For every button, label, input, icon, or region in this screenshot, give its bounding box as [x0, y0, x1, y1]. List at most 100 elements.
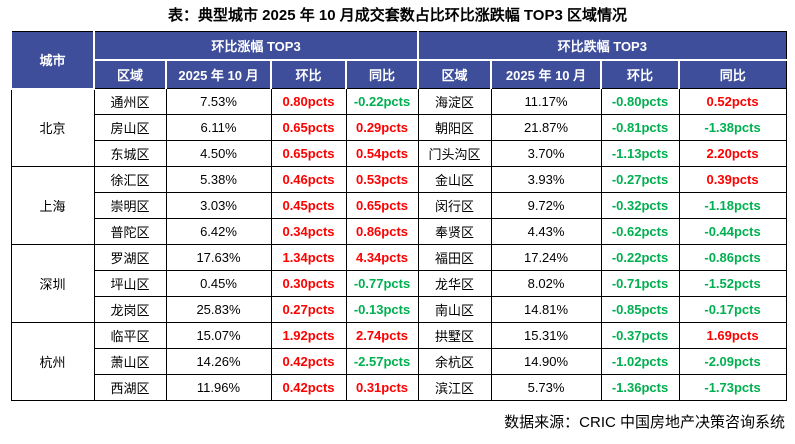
table-row: 西湖区 11.96% 0.42pcts 0.31pcts 滨江区 5.73% -… [11, 374, 787, 401]
header-gain-region: 区域 [93, 58, 167, 89]
gain-region-cell: 东城区 [93, 140, 167, 167]
gain-mom-cell: 0.46pcts [270, 166, 347, 193]
gain-mom-cell: 0.42pcts [270, 348, 347, 375]
header-city: 城市 [10, 31, 95, 90]
drop-share-cell: 5.73% [490, 374, 602, 401]
header-gain-yoy: 同比 [344, 58, 420, 89]
gain-share-cell: 17.63% [165, 244, 272, 271]
drop-region-cell: 福田区 [417, 244, 492, 271]
drop-share-cell: 21.87% [490, 114, 602, 141]
gain-yoy-cell: 0.31pcts [345, 374, 419, 401]
gain-share-cell: 15.07% [165, 322, 272, 349]
drop-mom-cell: -0.71pcts [600, 270, 680, 297]
drop-mom-cell: -0.32pcts [600, 192, 680, 219]
gain-mom-cell: 1.34pcts [270, 244, 347, 271]
gain-yoy-cell: 0.86pcts [345, 218, 419, 245]
city-cell: 深圳 [10, 244, 95, 323]
header-gain-month: 2025 年 10 月 [165, 58, 272, 89]
gain-mom-cell: 0.42pcts [270, 374, 347, 401]
table-row: 深圳 罗湖区 17.63% 1.34pcts 4.34pcts 福田区 17.2… [10, 244, 787, 323]
gain-yoy-cell: 4.34pcts [345, 244, 419, 271]
gain-region-cell: 西湖区 [93, 374, 167, 401]
gain-region-cell: 罗湖区 [93, 244, 167, 271]
drop-region-cell: 闵行区 [417, 192, 492, 219]
drop-share-cell: 3.93% [490, 166, 602, 193]
header-drop-yoy: 同比 [678, 58, 787, 89]
drop-yoy-cell: -0.17pcts [678, 296, 787, 323]
drop-mom-cell: -0.37pcts [600, 322, 680, 349]
drop-share-cell: 9.72% [490, 192, 602, 219]
drop-share-cell: 14.90% [490, 348, 602, 375]
header-drop-group: 环比跌幅 TOP3 [417, 31, 787, 61]
gain-yoy-cell: 2.74pcts [345, 322, 419, 349]
gain-mom-cell: 1.92pcts [270, 322, 347, 349]
top3-regions-table: 城市 环比涨幅 TOP3 环比跌幅 TOP3 区域 2025 年 10 月 环比… [10, 31, 787, 401]
gain-region-cell: 龙岗区 [93, 296, 167, 323]
drop-share-cell: 8.02% [490, 270, 602, 297]
drop-share-cell: 3.70% [490, 140, 602, 167]
drop-mom-cell: -1.02pcts [600, 348, 680, 375]
table-row: 北京 通州区 7.53% 0.80pcts -0.22pcts 海淀区 11.1… [10, 88, 787, 167]
gain-mom-cell: 0.80pcts [270, 88, 347, 115]
table-sub-header-row: 区域 2025 年 10 月 环比 同比 区域 2025 年 10 月 环比 同… [11, 58, 787, 89]
gain-share-cell: 6.42% [165, 218, 272, 245]
table-row: 杭州 临平区 15.07% 1.92pcts 2.74pcts 拱墅区 15.3… [10, 322, 787, 401]
drop-region-cell: 滨江区 [417, 374, 492, 401]
city-cell: 上海 [10, 166, 95, 245]
drop-yoy-cell: -2.09pcts [678, 348, 787, 375]
drop-share-cell: 15.31% [490, 322, 602, 349]
table-row: 房山区 6.11% 0.65pcts 0.29pcts 朝阳区 21.87% -… [11, 114, 787, 141]
gain-share-cell: 3.03% [165, 192, 272, 219]
drop-region-cell: 金山区 [417, 166, 492, 193]
drop-region-cell: 奉贤区 [417, 218, 492, 245]
table-group-header-row: 城市 环比涨幅 TOP3 环比跌幅 TOP3 [10, 31, 787, 90]
drop-region-cell: 门头沟区 [417, 140, 492, 167]
drop-share-cell: 17.24% [490, 244, 602, 271]
gain-region-cell: 通州区 [93, 88, 167, 115]
gain-region-cell: 徐汇区 [93, 166, 167, 193]
drop-mom-cell: -0.27pcts [600, 166, 680, 193]
drop-region-cell: 拱墅区 [417, 322, 492, 349]
gain-share-cell: 11.96% [165, 374, 272, 401]
gain-mom-cell: 0.65pcts [270, 114, 347, 141]
drop-region-cell: 南山区 [417, 296, 492, 323]
gain-region-cell: 普陀区 [93, 218, 167, 245]
gain-yoy-cell: 0.54pcts [345, 140, 419, 167]
gain-yoy-cell: 0.29pcts [345, 114, 419, 141]
drop-yoy-cell: 0.52pcts [678, 88, 787, 115]
gain-mom-cell: 0.34pcts [270, 218, 347, 245]
table-row: 上海 徐汇区 5.38% 0.46pcts 0.53pcts 金山区 3.93%… [10, 166, 787, 245]
gain-mom-cell: 0.65pcts [270, 140, 347, 167]
gain-yoy-cell: 0.53pcts [345, 166, 419, 193]
gain-region-cell: 萧山区 [93, 348, 167, 375]
gain-share-cell: 0.45% [165, 270, 272, 297]
drop-mom-cell: -0.81pcts [600, 114, 680, 141]
gain-region-cell: 临平区 [93, 322, 167, 349]
drop-mom-cell: -0.80pcts [600, 88, 680, 115]
gain-yoy-cell: -0.22pcts [345, 88, 419, 115]
drop-share-cell: 11.17% [490, 88, 602, 115]
header-drop-mom: 环比 [600, 58, 681, 89]
header-gain-group: 环比涨幅 TOP3 [92, 31, 420, 61]
drop-yoy-cell: 1.69pcts [678, 322, 787, 349]
gain-yoy-cell: -2.57pcts [345, 348, 419, 375]
gain-share-cell: 25.83% [165, 296, 272, 323]
gain-region-cell: 崇明区 [93, 192, 167, 219]
drop-yoy-cell: 0.39pcts [678, 166, 787, 193]
gain-share-cell: 5.38% [165, 166, 272, 193]
header-drop-region: 区域 [417, 58, 493, 89]
drop-region-cell: 龙华区 [417, 270, 492, 297]
city-cell: 杭州 [10, 322, 95, 401]
drop-mom-cell: -0.85pcts [600, 296, 680, 323]
drop-region-cell: 余杭区 [417, 348, 492, 375]
table-row: 龙岗区 25.83% 0.27pcts -0.13pcts 南山区 14.81%… [11, 296, 787, 323]
drop-region-cell: 朝阳区 [417, 114, 492, 141]
gain-share-cell: 4.50% [165, 140, 272, 167]
drop-mom-cell: -1.13pcts [600, 140, 680, 167]
header-gain-mom: 环比 [270, 58, 347, 89]
table-row: 萧山区 14.26% 0.42pcts -2.57pcts 余杭区 14.90%… [11, 348, 787, 375]
drop-yoy-cell: -1.73pcts [678, 374, 787, 401]
drop-yoy-cell: -1.38pcts [678, 114, 787, 141]
drop-yoy-cell: -0.44pcts [678, 218, 787, 245]
gain-yoy-cell: -0.77pcts [345, 270, 419, 297]
